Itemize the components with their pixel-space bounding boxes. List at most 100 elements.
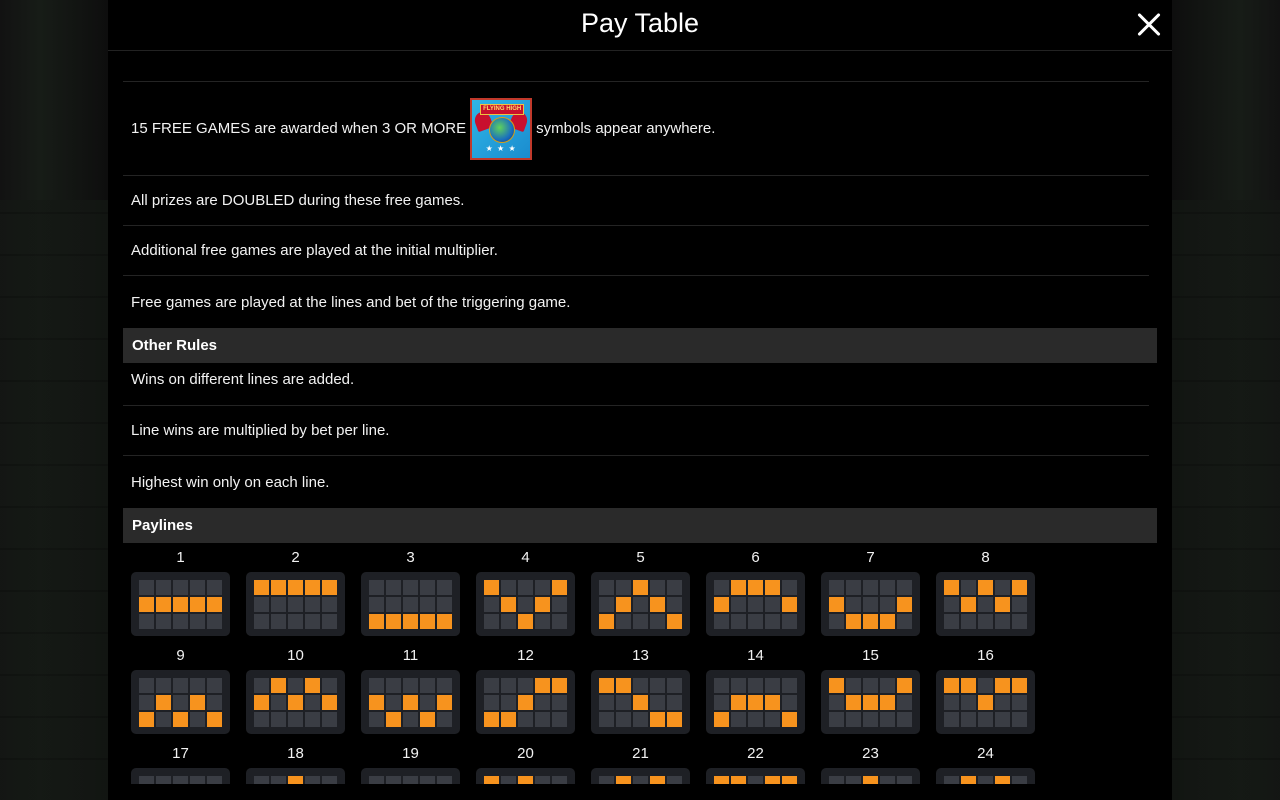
- payline-cell: [880, 677, 895, 693]
- payline-pattern: [821, 572, 920, 636]
- payline-cell-active: [386, 711, 401, 727]
- payline-cell-active: [714, 775, 729, 784]
- payline-cell-active: [616, 596, 631, 612]
- payline-cell: [897, 579, 912, 595]
- payline-cell-active: [714, 711, 729, 727]
- payline-cell-active: [369, 613, 384, 629]
- payline-23: 23: [821, 745, 920, 784]
- payline-pattern: [821, 670, 920, 734]
- payline-cell: [1012, 711, 1027, 727]
- payline-cell-active: [961, 596, 976, 612]
- payline-cell: [535, 711, 550, 727]
- payline-cell: [518, 711, 533, 727]
- payline-cell-active: [535, 596, 550, 612]
- payline-cell-active: [535, 677, 550, 693]
- payline-cell: [369, 711, 384, 727]
- payline-22: 22: [706, 745, 805, 784]
- payline-pattern: [246, 768, 345, 784]
- payline-cell: [897, 775, 912, 784]
- free-games-rule: Additional free games are played at the …: [123, 225, 1149, 275]
- payline-cell: [961, 613, 976, 629]
- payline-cell-active: [961, 775, 976, 784]
- payline-cell-active: [880, 694, 895, 710]
- payline-cell: [173, 694, 188, 710]
- payline-cell: [403, 579, 418, 595]
- payline-number: 15: [862, 647, 879, 664]
- payline-cell: [650, 579, 665, 595]
- payline-cell: [322, 596, 337, 612]
- payline-cell: [420, 596, 435, 612]
- payline-cell: [765, 596, 780, 612]
- payline-cell-active: [782, 775, 797, 784]
- payline-cell: [863, 596, 878, 612]
- payline-number: 1: [176, 549, 185, 566]
- payline-cell: [978, 775, 993, 784]
- payline-12: 12: [476, 647, 575, 734]
- payline-cell: [599, 694, 614, 710]
- payline-cell: [897, 694, 912, 710]
- payline-cell: [944, 613, 959, 629]
- payline-cell: [995, 579, 1010, 595]
- payline-cell: [535, 613, 550, 629]
- payline-cell: [978, 711, 993, 727]
- payline-pattern: [361, 572, 460, 636]
- payline-cell: [599, 596, 614, 612]
- payline-cell: [139, 613, 154, 629]
- payline-cell: [535, 694, 550, 710]
- payline-cell: [1012, 694, 1027, 710]
- payline-pattern: [131, 768, 230, 784]
- payline-cell-active: [765, 694, 780, 710]
- payline-cell-active: [288, 775, 303, 784]
- payline-cell: [437, 596, 452, 612]
- payline-cell: [254, 677, 269, 693]
- free-games-text-after: symbols appear anywhere.: [536, 120, 716, 137]
- payline-cell: [667, 694, 682, 710]
- payline-cell: [403, 677, 418, 693]
- payline-cell: [829, 613, 844, 629]
- payline-16: 16: [936, 647, 1035, 734]
- payline-cell-active: [518, 694, 533, 710]
- payline-cell: [829, 694, 844, 710]
- payline-cell: [552, 613, 567, 629]
- payline-pattern: [361, 768, 460, 784]
- payline-cell-active: [173, 711, 188, 727]
- payline-cell: [829, 711, 844, 727]
- payline-cell: [369, 579, 384, 595]
- payline-cell: [190, 775, 205, 784]
- payline-cell: [731, 596, 746, 612]
- payline-pattern: [706, 572, 805, 636]
- payline-cell: [288, 613, 303, 629]
- payline-cell-active: [978, 694, 993, 710]
- payline-cell: [748, 596, 763, 612]
- payline-cell: [254, 596, 269, 612]
- payline-cell: [616, 694, 631, 710]
- payline-cell: [552, 596, 567, 612]
- payline-cell: [633, 677, 648, 693]
- close-icon[interactable]: [1132, 8, 1166, 42]
- payline-cell: [437, 677, 452, 693]
- payline-cell-active: [271, 579, 286, 595]
- payline-cell: [978, 677, 993, 693]
- payline-cell: [484, 677, 499, 693]
- globe-icon: [489, 116, 516, 143]
- payline-cell: [731, 613, 746, 629]
- payline-cell: [863, 677, 878, 693]
- payline-cell-active: [765, 579, 780, 595]
- payline-21: 21: [591, 745, 690, 784]
- payline-cell-active: [995, 775, 1010, 784]
- payline-number: 14: [747, 647, 764, 664]
- payline-number: 3: [406, 549, 415, 566]
- payline-cell: [535, 775, 550, 784]
- payline-11: 11: [361, 647, 460, 734]
- payline-pattern: [361, 670, 460, 734]
- payline-cell-active: [782, 711, 797, 727]
- payline-cell-active: [650, 596, 665, 612]
- payline-cell: [650, 613, 665, 629]
- payline-pattern: [706, 768, 805, 784]
- payline-cell-active: [190, 596, 205, 612]
- payline-cell: [782, 613, 797, 629]
- payline-cell-active: [880, 613, 895, 629]
- payline-cell: [271, 596, 286, 612]
- payline-cell: [271, 775, 286, 784]
- payline-number: 11: [402, 647, 419, 664]
